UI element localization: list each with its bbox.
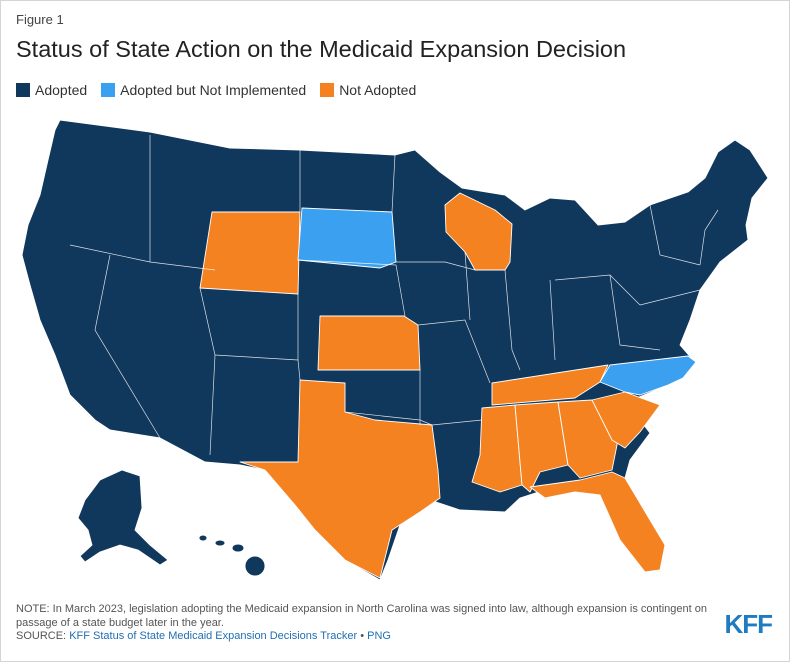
us-map	[21, 119, 769, 581]
source-line: SOURCE: KFF Status of State Medicaid Exp…	[16, 630, 391, 642]
state-florida[interactable]	[529, 471, 666, 573]
legend-item-adopted-not-implemented[interactable]: Adopted but Not Implemented	[101, 82, 306, 98]
legend-item-not-adopted[interactable]: Not Adopted	[320, 82, 416, 98]
source-separator: •	[357, 630, 368, 642]
state-wisconsin[interactable]	[444, 192, 513, 271]
state-border-lines	[69, 135, 719, 456]
kff-logo: KFF	[724, 609, 773, 639]
state-wyoming[interactable]	[199, 211, 301, 295]
source-prefix: SOURCE:	[16, 630, 70, 642]
legend-swatch-not-adopted	[320, 83, 335, 97]
state-kansas[interactable]	[317, 315, 421, 371]
note-text: NOTE: In March 2023, legislation adoptin…	[16, 603, 707, 629]
legend-swatch-adopted-not-implemented	[101, 83, 116, 97]
source-link[interactable]: KFF Status of State Medicaid Expansion D…	[69, 630, 358, 642]
state-hawaii-island-1[interactable]	[198, 534, 208, 542]
state-hawaii-island-4[interactable]	[244, 555, 266, 577]
state-north-carolina[interactable]	[599, 355, 697, 396]
png-link[interactable]: PNG	[367, 630, 391, 642]
legend-label-adopted-not-implemented: Adopted but Not Implemented	[120, 82, 307, 98]
state-texas[interactable]	[239, 379, 441, 579]
legend: Adopted Adopted but Not Implemented Not …	[16, 82, 430, 98]
figure-label: Figure 1	[16, 12, 64, 27]
page-title: Status of State Action on the Medicaid E…	[16, 36, 627, 62]
state-tennessee[interactable]	[491, 364, 609, 406]
legend-item-adopted[interactable]: Adopted	[16, 82, 87, 98]
state-hawaii-island-2[interactable]	[214, 539, 226, 547]
state-hawaii-island-3[interactable]	[231, 543, 245, 553]
state-south-dakota[interactable]	[297, 207, 397, 269]
state-alaska[interactable]	[77, 469, 169, 566]
legend-label-not-adopted: Not Adopted	[339, 82, 417, 98]
legend-label-adopted: Adopted	[35, 82, 88, 98]
legend-swatch-adopted	[16, 83, 30, 97]
